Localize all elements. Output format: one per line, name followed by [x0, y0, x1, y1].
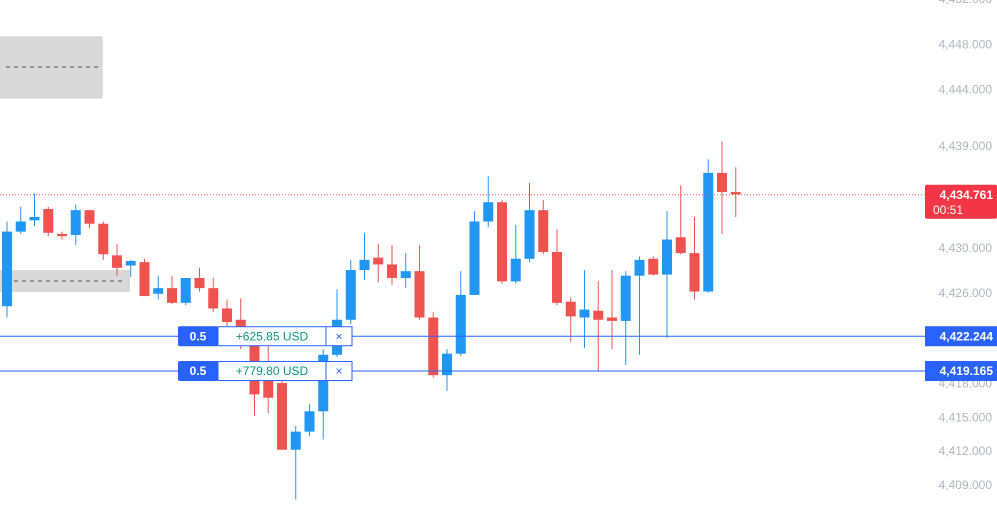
candle-body [2, 231, 12, 307]
candle-body [510, 258, 521, 282]
candle-body [112, 255, 122, 268]
candle-body [648, 258, 659, 275]
candle-body [414, 271, 425, 318]
candle-body [373, 257, 384, 265]
candle-body [634, 259, 645, 276]
candle-body [98, 223, 109, 255]
candle-body [304, 411, 315, 432]
position-qty-box[interactable] [178, 361, 218, 382]
candle-body [43, 209, 54, 233]
candle-body [29, 216, 40, 221]
candle-body [565, 301, 576, 317]
candle-body [607, 317, 617, 321]
current-price-badge [925, 184, 997, 219]
y-tick-label: 4,452.000 [939, 0, 993, 6]
y-tick-label: 4,415.000 [939, 410, 993, 424]
candle-body [717, 172, 727, 193]
candle-body [675, 237, 686, 254]
candle-body [442, 353, 452, 376]
y-tick-label: 4,448.000 [939, 37, 993, 51]
y-tick-label: 4,444.000 [939, 83, 993, 97]
candle-body [387, 264, 397, 278]
y-tick-label: 4,409.000 [939, 478, 993, 492]
countdown: 00:51 [933, 203, 963, 217]
current-price-label: 4,434.761 [940, 188, 994, 202]
y-tick-label: 4,439.000 [939, 139, 993, 153]
candle-body [689, 253, 700, 292]
candle-body [469, 221, 480, 295]
y-tick-label: 4,426.000 [939, 286, 993, 300]
candle-body [455, 294, 466, 354]
position-pnl: +625.85 USD [236, 329, 309, 343]
candle-body [400, 271, 411, 278]
position-pnl-box[interactable] [217, 361, 353, 382]
position-qty: 0.5 [190, 364, 207, 378]
candle-body [194, 277, 205, 289]
candle-body [552, 251, 562, 303]
candle-body [730, 192, 741, 195]
price-badge-label: 4,422.244 [940, 329, 994, 343]
candle-body [593, 310, 604, 320]
candle-body [167, 288, 177, 303]
candle-body [620, 275, 631, 321]
candle-body [579, 309, 590, 318]
candle-body [483, 202, 494, 222]
candle-body [703, 172, 714, 292]
position-close[interactable]: × [335, 329, 342, 343]
y-tick-label: 4,412.000 [939, 444, 993, 458]
price-badge [925, 361, 997, 382]
candle-body [359, 259, 370, 271]
position-pnl-box[interactable] [217, 326, 353, 347]
candle-body [208, 288, 219, 309]
candle-body [318, 354, 329, 412]
candle-body [263, 364, 274, 398]
position-close[interactable]: × [335, 364, 342, 378]
candle-body [497, 202, 507, 282]
price-badge [925, 326, 997, 347]
candle-body [290, 431, 301, 450]
candle-body [345, 270, 356, 320]
candle-body [153, 288, 164, 294]
candle-body [538, 210, 549, 252]
position-qty: 0.5 [190, 329, 207, 343]
candle-body [662, 239, 672, 275]
candle-body [428, 317, 439, 376]
candle-body [524, 210, 535, 259]
candle-body [57, 233, 67, 237]
y-tick-label: 4,430.000 [939, 241, 993, 255]
candle-body [139, 262, 150, 297]
candle-body [222, 308, 232, 323]
position-qty-box[interactable] [178, 326, 218, 347]
position-pnl: +779.80 USD [236, 364, 309, 378]
candle-body [277, 383, 287, 450]
candle-body [180, 277, 191, 303]
candle-body [84, 210, 95, 224]
candle-body [70, 210, 81, 236]
price-badge-label: 4,419.165 [940, 364, 994, 378]
candle-body [125, 261, 136, 266]
candle-body [15, 221, 26, 232]
